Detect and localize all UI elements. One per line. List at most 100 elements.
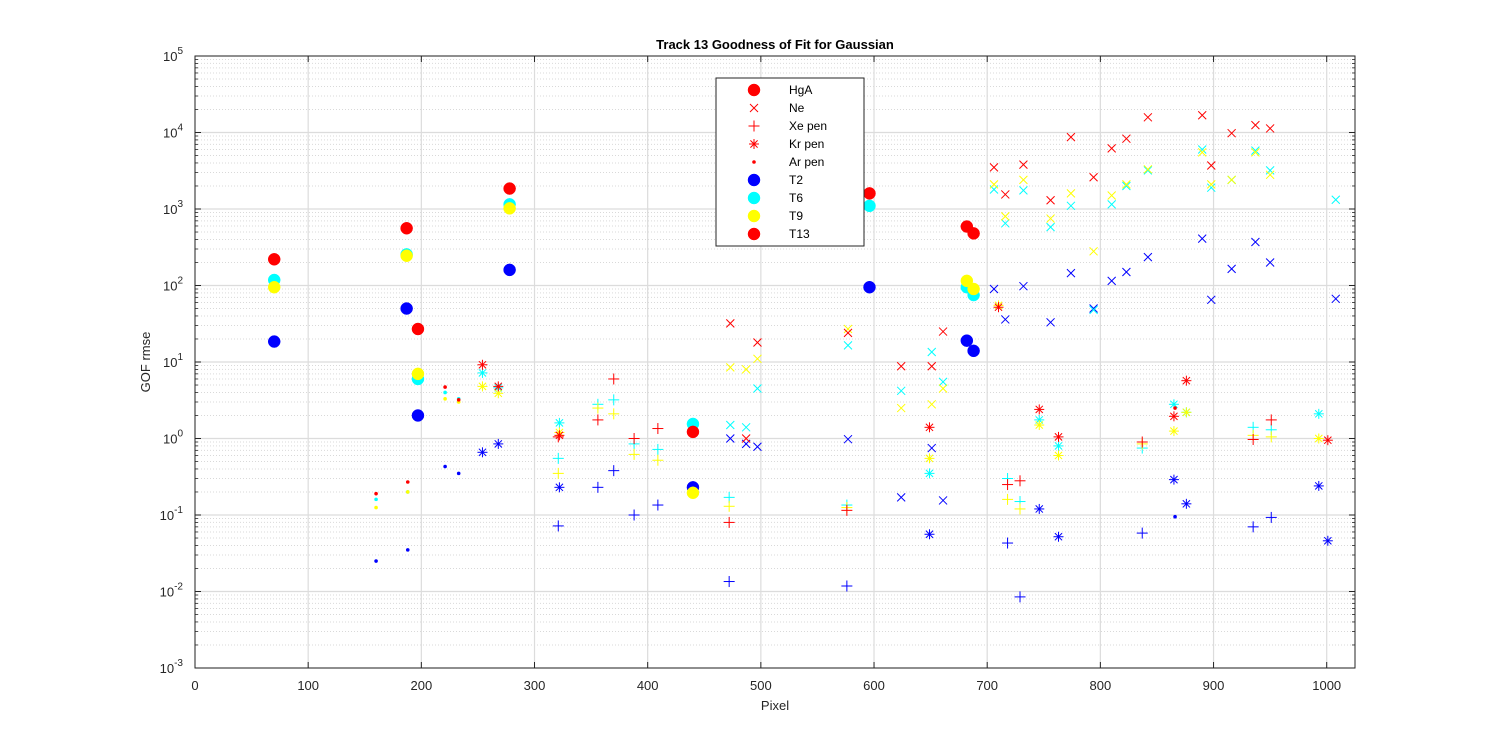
legend[interactable]: HgA Ne Xe pen Kr pen Ar pen T2 T6 T9 T13	[715, 77, 865, 247]
data-point	[843, 434, 853, 444]
data-point	[1000, 190, 1010, 199]
data-point	[1251, 146, 1260, 155]
legend-label: T2	[789, 173, 803, 187]
legend-marker-icon	[749, 139, 759, 149]
y-tick-label: 105	[163, 46, 183, 64]
data-point	[1014, 475, 1026, 487]
legend-item-ne[interactable]: Ne	[749, 101, 805, 115]
data-point	[741, 434, 751, 443]
data-point	[1136, 436, 1148, 448]
data-point	[628, 448, 640, 460]
data-point	[1034, 420, 1045, 431]
data-point	[960, 274, 974, 288]
data-point	[1089, 246, 1098, 256]
data-point	[753, 384, 762, 393]
data-point	[1265, 170, 1275, 180]
data-point	[753, 338, 762, 347]
data-point	[1089, 304, 1098, 313]
y-tick-label: 104	[163, 123, 183, 141]
legend-item-t9[interactable]: T9	[747, 209, 803, 223]
data-point	[554, 430, 565, 441]
data-point	[1136, 527, 1148, 539]
data-point	[723, 516, 735, 528]
data-point	[493, 438, 504, 449]
data-point	[938, 327, 948, 336]
data-point	[863, 280, 876, 294]
x-tick-label: 600	[863, 678, 885, 693]
y-tick-label: 10-3	[160, 658, 184, 676]
data-point	[1122, 179, 1131, 189]
legend-item-hga[interactable]: HgA	[747, 83, 812, 97]
data-point	[1197, 110, 1207, 120]
data-point	[1227, 175, 1236, 185]
legend-item-xe-pen[interactable]: Xe pen	[748, 119, 828, 133]
data-point	[411, 367, 425, 381]
data-point	[1173, 406, 1177, 410]
data-point	[374, 491, 378, 496]
legend-label: HgA	[789, 83, 812, 97]
data-point	[967, 227, 980, 240]
data-point	[1206, 161, 1216, 170]
data-point	[967, 282, 980, 296]
data-point	[725, 420, 735, 430]
data-point	[628, 509, 640, 521]
data-point	[927, 399, 937, 409]
series-ne-7	[725, 110, 1275, 443]
data-point	[1089, 305, 1098, 315]
data-point	[1251, 120, 1260, 130]
data-point	[1227, 128, 1236, 138]
data-point	[652, 454, 664, 466]
series-hga-2	[267, 202, 980, 500]
legend-item-t6[interactable]: T6	[747, 191, 803, 205]
data-point	[608, 373, 620, 385]
data-point	[924, 422, 935, 433]
data-point	[477, 381, 488, 392]
data-point	[843, 341, 853, 350]
data-point	[652, 443, 664, 455]
data-point	[1046, 195, 1055, 205]
data-point	[723, 576, 735, 588]
data-point	[608, 394, 620, 406]
data-point	[924, 529, 935, 540]
data-point	[1019, 281, 1028, 291]
data-point	[477, 359, 488, 370]
data-point	[1265, 166, 1275, 175]
data-point	[1168, 411, 1179, 422]
legend-item-kr-pen[interactable]: Kr pen	[749, 137, 824, 151]
data-point	[552, 520, 564, 532]
data-point	[1107, 200, 1117, 209]
legend-marker-icon	[747, 209, 761, 223]
data-point	[863, 187, 876, 200]
data-point	[1168, 426, 1179, 437]
data-point	[725, 363, 735, 372]
y-axis-label: GOF rmse	[138, 332, 153, 393]
y-tick-label: 102	[163, 276, 183, 294]
data-point	[1107, 191, 1117, 200]
data-point	[896, 361, 906, 371]
legend-item-ar-pen[interactable]: Ar pen	[752, 155, 824, 169]
data-point	[1173, 514, 1177, 519]
data-point	[1019, 186, 1028, 195]
data-point	[1122, 134, 1131, 144]
data-point	[554, 417, 565, 428]
legend-item-t2[interactable]: T2	[747, 173, 803, 187]
data-point	[989, 179, 999, 189]
x-tick-label: 900	[1203, 678, 1225, 693]
x-axis-label: Pixel	[761, 698, 789, 713]
legend-item-t13[interactable]: T13	[747, 227, 810, 241]
legend-label: Ar pen	[789, 155, 824, 169]
data-point	[1322, 535, 1333, 546]
legend-marker-icon	[747, 227, 761, 241]
data-point	[443, 397, 447, 401]
data-point	[1143, 252, 1153, 262]
data-point	[1014, 503, 1026, 515]
data-point	[1053, 450, 1064, 461]
data-point	[1000, 212, 1010, 221]
series-ne-6	[725, 148, 1275, 413]
x-tick-label: 300	[524, 678, 546, 693]
data-marks	[267, 110, 1341, 603]
data-point	[1107, 144, 1117, 153]
legend-marker-icon	[752, 160, 756, 164]
data-point	[993, 302, 1004, 313]
data-point	[477, 447, 488, 458]
